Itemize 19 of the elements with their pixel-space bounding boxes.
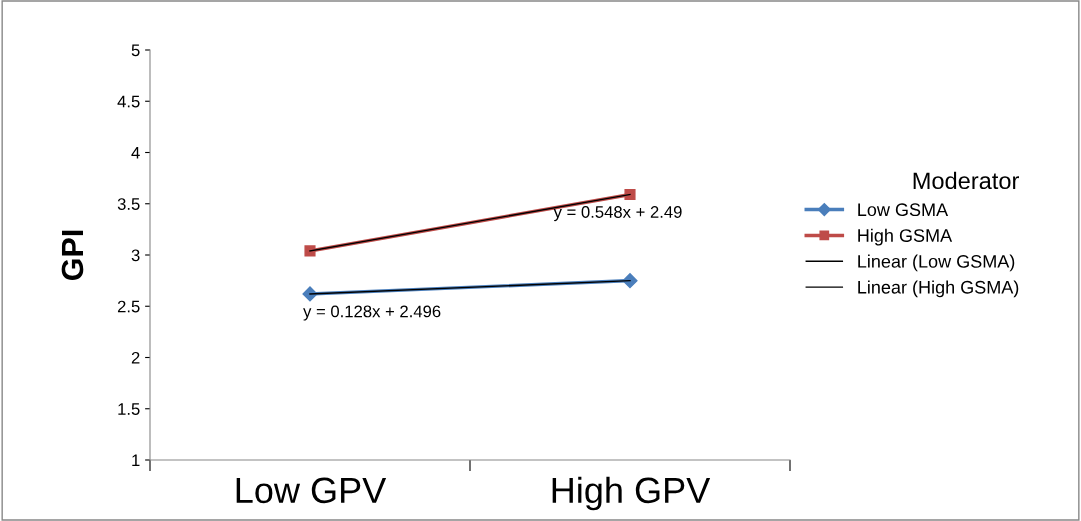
y-tick-label: 3.5	[117, 198, 140, 210]
legend-label: Linear (High GSMA)	[858, 280, 1019, 298]
y-tick-label: 5	[131, 44, 140, 57]
y-tick-label: 4	[131, 147, 140, 159]
x-tick-label: Low GPV	[236, 477, 387, 504]
x-tick-label: High GPV	[552, 476, 711, 511]
legend-title: Moderator	[913, 171, 1019, 190]
y-tick-label: 1	[132, 454, 140, 467]
legend-label: Linear (Low GSMA)	[858, 254, 1015, 272]
y-tick-label: 4.5	[117, 95, 140, 108]
y-tick-label: 2	[131, 351, 140, 364]
y-tick-label: 2.5	[117, 300, 140, 313]
y-axis-title: GPI	[61, 230, 84, 281]
annotation: y = 0.548x + 2.49	[553, 206, 682, 222]
y-tick-label: 3	[131, 249, 140, 262]
legend-label: Low GSMA	[858, 203, 949, 217]
y-tick-label: 1.5	[118, 403, 140, 415]
annotation: y = 0.128x + 2.496	[303, 305, 441, 321]
legend-label: High GSMA	[858, 228, 953, 246]
